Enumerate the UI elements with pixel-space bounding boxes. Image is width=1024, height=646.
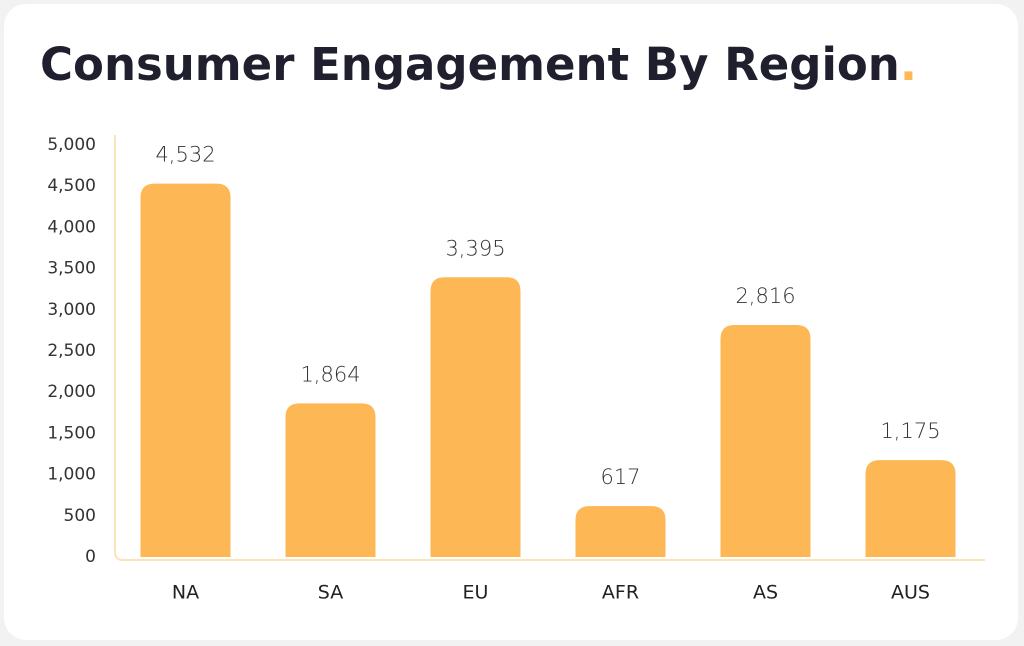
value-label: 3,395 — [445, 236, 505, 260]
y-tick-label: 3,500 — [47, 259, 96, 279]
axis-line — [114, 135, 985, 561]
bar — [865, 460, 956, 557]
y-tick-label: 500 — [64, 506, 96, 526]
value-label: 617 — [600, 465, 640, 489]
value-label: 4,532 — [155, 143, 215, 167]
y-tick-label: 4,500 — [47, 176, 96, 196]
bar — [430, 277, 521, 557]
y-tick-label: 4,000 — [47, 217, 96, 237]
y-tick-label: 5,000 — [47, 135, 96, 155]
chart-title-group: Consumer Engagement By Region. — [40, 38, 917, 91]
x-tick-label: NA — [172, 582, 199, 604]
bar — [720, 324, 811, 557]
value-label: 1,864 — [300, 362, 360, 386]
x-tick-label: AS — [753, 582, 778, 604]
title-accent: . — [900, 38, 917, 91]
value-label: 2,816 — [735, 284, 795, 308]
bar — [575, 506, 666, 557]
y-tick-label: 0 — [85, 547, 96, 567]
y-tick-label: 1,000 — [47, 465, 96, 485]
bar — [140, 183, 231, 557]
x-tick-label: AFR — [602, 582, 639, 604]
y-tick-label: 2,000 — [47, 382, 96, 402]
x-tick-label: EU — [463, 582, 489, 604]
chart-title: Consumer Engagement By Region — [40, 38, 900, 91]
bar — [285, 403, 376, 557]
x-tick-label: AUS — [891, 582, 930, 604]
value-label: 1,175 — [880, 419, 940, 443]
y-tick-label: 2,500 — [47, 341, 96, 361]
y-tick-label: 3,000 — [47, 300, 96, 320]
y-tick-label: 1,500 — [47, 423, 96, 443]
x-tick-label: SA — [318, 582, 343, 604]
